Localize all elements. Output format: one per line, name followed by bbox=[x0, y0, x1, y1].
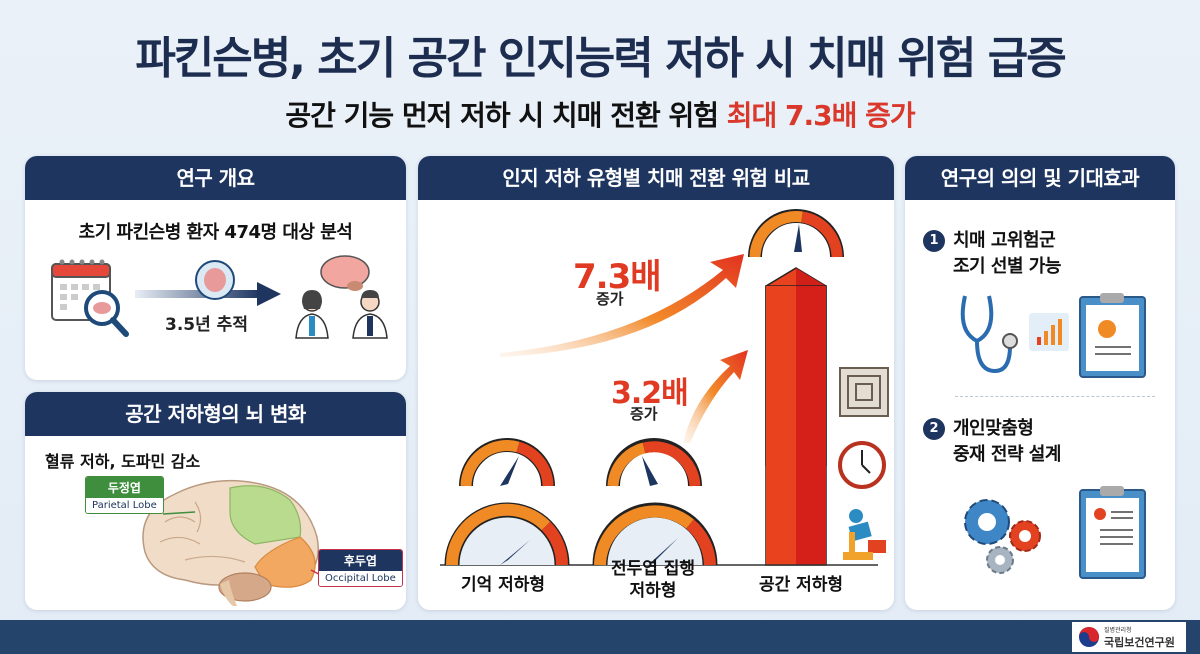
overview-summary: 초기 파킨슨병 환자 474명 대상 분석 bbox=[78, 222, 353, 243]
taegeuk-logo-icon bbox=[1079, 627, 1099, 647]
brain-illustration-icon bbox=[142, 479, 331, 606]
category-spatial: 공간 저하형 bbox=[758, 575, 844, 595]
brain-panel-title: 공간 저하형의 뇌 변화 bbox=[25, 392, 406, 436]
follow-up-arrow-icon bbox=[135, 260, 281, 306]
brain-change-panel: 공간 저하형의 뇌 변화 혈류 저하, 도파민 감소 두정엽 Parietal … bbox=[25, 392, 406, 610]
significance-panel-title: 연구의 의의 및 기대효과 bbox=[905, 156, 1175, 200]
multiplier-3-2: 3.2배 bbox=[611, 376, 689, 411]
maze-icon bbox=[839, 367, 889, 417]
significance-item-2: 2 개인맞춤형 중재 전략 설계 bbox=[923, 416, 1061, 468]
multiplier-7-3-label: 증가 bbox=[596, 290, 624, 308]
significance-panel: 연구의 의의 및 기대효과 1 치매 고위험군 조기 선별 가능 2 개인맞춤형 중… bbox=[905, 156, 1175, 610]
subtitle-highlight: 최대 7.3배 증가 bbox=[726, 99, 916, 132]
blocks-icon bbox=[843, 509, 886, 560]
overview-panel-title: 연구 개요 bbox=[25, 156, 406, 200]
multiplier-3-2-label: 증가 bbox=[630, 405, 658, 423]
risk-chart-graphic bbox=[440, 209, 889, 566]
comparison-panel-title: 인지 저하 유형별 치매 전환 위험 비교 bbox=[418, 156, 894, 200]
page-subtitle: 공간 기능 먼저 저하 시 치매 전환 위험 최대 7.3배 증가 bbox=[0, 94, 1200, 134]
overview-panel: 연구 개요 초기 파킨슨병 환자 474명 대상 분석 3.5년 추적 bbox=[25, 156, 406, 380]
brain-description: 혈류 저하, 도파민 감소 bbox=[45, 452, 201, 471]
clock-icon bbox=[838, 441, 886, 489]
stethoscope-chart-clipboard-icon bbox=[960, 293, 1146, 378]
org-logo: 질병관리청 국립보건연구원 bbox=[1072, 622, 1186, 652]
divider bbox=[955, 396, 1155, 397]
number-badge: 1 bbox=[923, 230, 945, 252]
number-badge: 2 bbox=[923, 418, 945, 440]
significance-item-1: 1 치매 고위험군 조기 선별 가능 bbox=[923, 228, 1061, 280]
category-frontal: 전두엽 집행 저하형 bbox=[610, 559, 696, 601]
risk-comparison-panel: 인지 저하 유형별 치매 전환 위험 비교 bbox=[418, 156, 894, 610]
footer-bar bbox=[0, 620, 1200, 654]
multiplier-7-3: 7.3배 bbox=[573, 257, 662, 297]
category-memory: 기억 저하형 bbox=[460, 575, 546, 595]
follow-up-duration: 3.5년 추적 bbox=[165, 315, 248, 335]
parietal-lobe-label: 두정엽 Parietal Lobe bbox=[85, 476, 164, 514]
gears-clipboard-icon bbox=[964, 486, 1146, 579]
subtitle-text: 공간 기능 먼저 저하 시 치매 전환 위험 bbox=[285, 99, 727, 132]
page-title: 파킨슨병, 초기 공간 인지능력 저하 시 치매 위험 급증 bbox=[135, 33, 1066, 84]
doctors-brain-icon bbox=[295, 255, 388, 339]
calendar-magnifier-icon bbox=[51, 259, 129, 337]
occipital-lobe-label: 후두엽 Occipital Lobe bbox=[318, 549, 403, 587]
